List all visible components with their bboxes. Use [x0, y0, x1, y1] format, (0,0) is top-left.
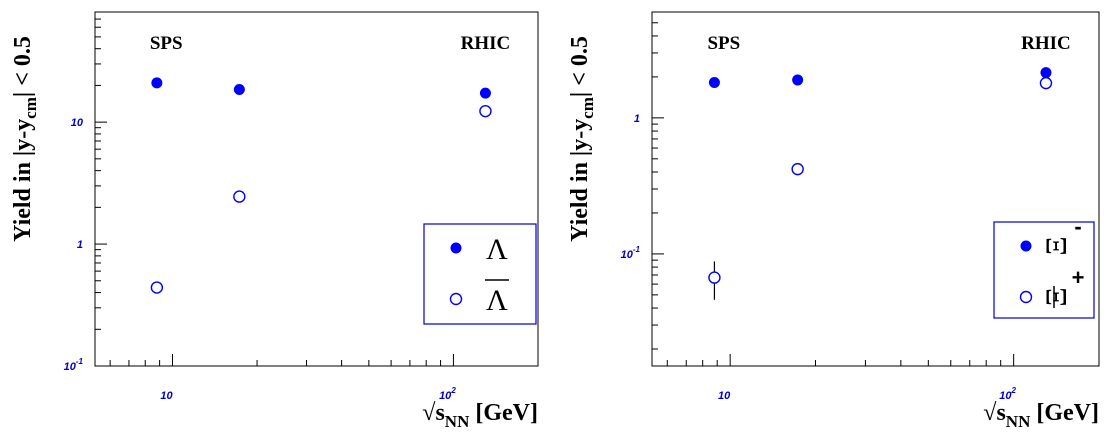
data-point-filled	[479, 87, 491, 99]
x-tick-base: 10	[999, 390, 1012, 402]
data-point-filled	[233, 84, 245, 96]
y-axis-title: Yield in |y-ycm| < 0.5	[567, 36, 597, 242]
legend-label: Ξ	[1040, 236, 1073, 255]
y-tick-base: 10	[64, 361, 77, 373]
y-tick-base: 1	[634, 113, 640, 125]
x-axis-title-tail: [GeV]	[469, 400, 538, 426]
legend-marker-open	[449, 292, 463, 306]
data-point-open	[233, 190, 246, 203]
x-axis-title-subscript: NN	[445, 412, 470, 431]
legend-box	[423, 223, 537, 325]
legend-box	[993, 221, 1095, 319]
x-axis-title-root: √s	[983, 400, 1006, 426]
x-axis-title: √sNN [GeV]	[422, 400, 538, 431]
x-tick-exponent: 2	[450, 386, 456, 395]
x-tick-base: 10	[160, 390, 173, 402]
plot-frame	[94, 11, 539, 367]
region-label-sps: SPS	[707, 33, 740, 54]
y-tick-base: 1	[77, 239, 83, 251]
series-particle	[151, 77, 491, 99]
x-tick-label: 102	[439, 386, 456, 402]
data-point-open	[150, 281, 164, 294]
y-tick-base: 10	[71, 117, 84, 129]
y-tick-label: 10-1	[64, 357, 84, 373]
legend: Ξ-Ξ+	[993, 214, 1095, 319]
legend-charge: -	[1074, 214, 1081, 239]
y-tick-exponent: -1	[633, 245, 641, 254]
legend-marker-open	[1019, 290, 1033, 304]
y-axis-title-main: Yield in |y-y	[10, 119, 36, 242]
y-axis-title-main: Yield in |y-y	[567, 119, 593, 242]
legend: ΛΛ	[423, 223, 537, 325]
data-point-open	[479, 104, 492, 118]
series-particle	[708, 67, 1052, 88]
x-axis-title-tail: [GeV]	[1030, 400, 1099, 426]
y-axis-title-tail: | < 0.5	[10, 36, 36, 97]
x-axis-title-root: √s	[422, 400, 445, 426]
legend-marker-filled	[450, 242, 462, 254]
x-tick-exponent: 2	[1011, 386, 1017, 395]
data-point-filled	[1040, 67, 1052, 79]
y-tick-base: 10	[621, 249, 634, 261]
data-point-open	[1039, 76, 1053, 90]
legend-label: Λ	[486, 284, 508, 317]
y-axis-title-tail: | < 0.5	[567, 36, 593, 97]
legend-marker-filled	[1020, 240, 1032, 252]
region-label-sps: SPS	[150, 33, 183, 54]
y-tick-label: 10-1	[621, 245, 641, 261]
legend-charge: +	[1072, 265, 1085, 290]
y-axis-title: Yield in |y-ycm| < 0.5	[10, 36, 40, 242]
legend-label: Λ	[486, 233, 508, 266]
y-axis-title-subscript: cm	[578, 97, 597, 119]
data-point-filled	[792, 74, 804, 86]
data-point-filled	[151, 77, 163, 89]
region-label-rhic: RHIC	[1021, 33, 1071, 54]
y-tick-exponent: -1	[76, 357, 84, 366]
legend-symbol: Ξ	[1040, 287, 1073, 306]
series-anti-particle	[150, 104, 492, 294]
y-tick-label: 10	[71, 117, 84, 129]
data-point-open	[708, 271, 721, 284]
data-point-filled	[708, 76, 720, 88]
legend-label: Ξ	[1040, 287, 1073, 306]
x-tick-base: 10	[718, 390, 731, 402]
x-tick-label: 102	[999, 386, 1016, 402]
x-tick-base: 10	[439, 390, 452, 402]
region-label-rhic: RHIC	[461, 33, 511, 54]
x-tick-label: 10	[160, 390, 173, 402]
x-axis-title-subscript: NN	[1006, 412, 1031, 431]
data-point-open	[791, 162, 804, 176]
y-tick-label: 1	[77, 239, 83, 251]
series-anti-particle	[708, 76, 1053, 300]
y-axis-title-subscript: cm	[21, 97, 40, 119]
legend-symbol: Ξ	[1040, 236, 1073, 255]
x-axis-title: √sNN [GeV]	[983, 400, 1099, 431]
x-tick-label: 10	[718, 390, 731, 402]
y-tick-label: 1	[634, 113, 640, 125]
